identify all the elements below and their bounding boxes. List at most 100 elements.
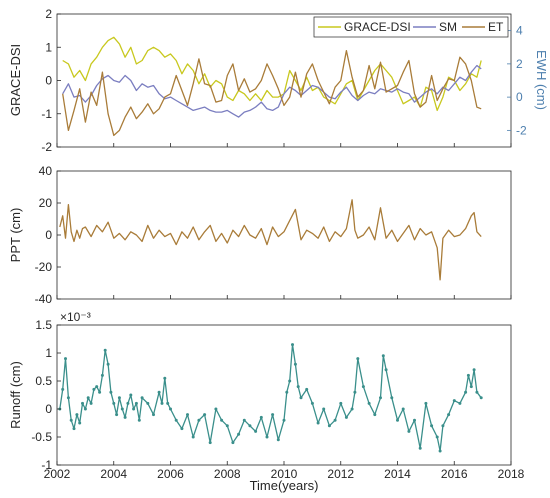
panel-top-y2tick-label: 2 — [516, 57, 523, 71]
xtick-label: 2006 — [157, 467, 184, 481]
panel-middle-frame — [56, 170, 512, 300]
runoff-point — [447, 413, 451, 417]
runoff-point — [123, 415, 127, 419]
runoff-point — [72, 427, 76, 431]
runoff-point — [296, 385, 300, 389]
runoff-point — [322, 407, 326, 411]
runoff-point — [134, 401, 138, 405]
panel-bottom-series — [58, 343, 483, 453]
runoff-point — [166, 401, 170, 405]
runoff-point — [66, 396, 70, 400]
runoff-point — [152, 413, 155, 417]
xtick-label: 2010 — [271, 467, 298, 481]
panel-middle-series-0-line — [59, 199, 482, 281]
panel-top-series — [62, 36, 482, 137]
panel-middle-ytick-label: 20 — [39, 196, 53, 210]
runoff-point — [288, 379, 292, 383]
runoff-point — [146, 401, 150, 405]
runoff-point — [132, 407, 136, 411]
xtick-label: 2016 — [441, 467, 468, 481]
runoff-point — [464, 390, 468, 394]
runoff-point — [197, 418, 201, 422]
runoff-point — [117, 396, 121, 400]
runoff-point — [299, 396, 303, 400]
panel-top-ytick-label: -1 — [41, 107, 52, 121]
runoff-point — [285, 390, 289, 394]
panel-middle-ytick-label: -20 — [35, 260, 53, 274]
runoff-point — [64, 357, 67, 361]
runoff-point — [106, 362, 110, 366]
panel-top-ytick-label: -2 — [41, 140, 52, 154]
runoff-point — [438, 449, 442, 453]
runoff-point — [180, 427, 184, 431]
runoff-point — [265, 435, 269, 439]
runoff-point — [413, 418, 416, 422]
runoff-point — [373, 413, 377, 417]
runoff-point — [282, 418, 286, 422]
runoff-point — [291, 343, 294, 347]
runoff-point — [418, 446, 422, 450]
runoff-point — [401, 407, 405, 411]
runoff-point — [259, 415, 263, 419]
legend: GRACE-DSI SM ET — [313, 16, 509, 38]
panel-middle-ytick-label: 40 — [39, 164, 53, 178]
panel-top-series-1-line — [62, 64, 482, 118]
panel-middle-ytick-label: 0 — [45, 228, 52, 242]
runoff-point — [225, 424, 229, 428]
panel-bottom-ytick-label: -1 — [41, 458, 52, 472]
xtick-label: 2018 — [498, 467, 525, 481]
panel-bottom-ytick-label: -0.5 — [31, 430, 52, 444]
runoff-point — [174, 418, 178, 422]
runoff-point — [69, 418, 73, 422]
runoff-point — [466, 373, 470, 377]
runoff-point — [160, 401, 164, 405]
runoff-point — [396, 418, 399, 422]
runoff-point — [254, 429, 258, 433]
runoff-point — [237, 432, 241, 436]
runoff-point — [186, 413, 189, 417]
runoff-point — [390, 396, 394, 400]
runoff-point — [367, 401, 371, 405]
panel-middle-ticks: -40 -20 0 20 40 — [35, 164, 512, 306]
runoff-point — [361, 385, 365, 389]
runoff-point — [126, 401, 130, 405]
runoff-point — [407, 429, 411, 433]
runoff-point — [479, 396, 483, 400]
xtick-label: 2014 — [384, 467, 411, 481]
xtick-label: 2004 — [100, 467, 127, 481]
xtick-label: 2008 — [214, 467, 241, 481]
legend-label-et: ET — [488, 20, 504, 34]
runoff-point — [452, 399, 456, 403]
runoff-point — [248, 424, 252, 428]
runoff-point — [115, 413, 119, 417]
panel-top-ticks: -2 -1 0 1 2 -2 0 2 4 — [41, 7, 527, 154]
runoff-point — [120, 407, 124, 411]
runoff-point — [350, 407, 354, 411]
runoff-point — [214, 407, 218, 411]
runoff-point — [384, 368, 388, 372]
legend-label-sm: SM — [439, 20, 457, 34]
runoff-point — [163, 376, 167, 380]
runoff-point — [344, 415, 348, 419]
runoff-point — [169, 407, 172, 411]
runoff-point — [276, 438, 280, 442]
runoff-point — [61, 387, 65, 391]
runoff-point — [430, 424, 434, 428]
runoff-point — [203, 413, 207, 417]
runoff-point — [157, 390, 161, 394]
runoff-point — [441, 424, 445, 428]
runoff-point — [458, 401, 462, 405]
runoff-point — [78, 421, 82, 425]
panel-middle-series — [59, 199, 482, 281]
panel-top-series-2-line — [62, 49, 482, 137]
panel-bottom: -1 -0.5 0 0.5 1 1.5 2002 2004 2006 2008 2010 2012 20… — [8, 310, 525, 493]
panel-top-ytick-label: 1 — [45, 40, 52, 54]
panel-top-y2label: EWH (cm) — [534, 50, 549, 110]
runoff-point — [469, 385, 473, 389]
xtick-label: 2002 — [44, 467, 71, 481]
runoff-point — [424, 401, 428, 405]
runoff-point — [310, 401, 314, 405]
runoff-point — [98, 390, 102, 394]
panel-top-y2tick-label: 4 — [516, 24, 523, 38]
panel-top-ytick-label: 0 — [45, 74, 52, 88]
